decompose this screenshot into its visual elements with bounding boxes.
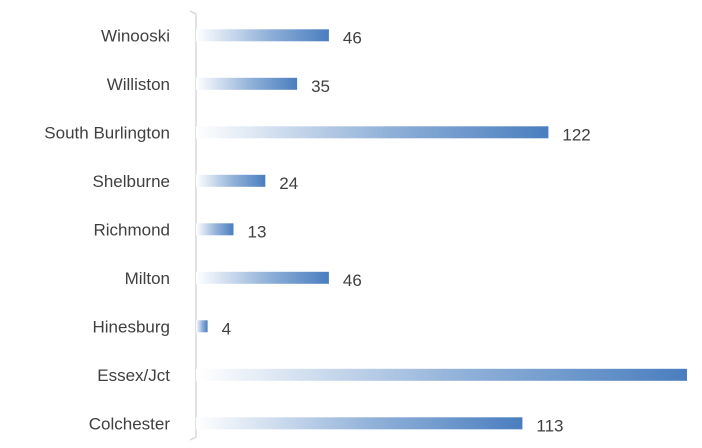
value-label-hinesburg: 4 [222,319,231,338]
value-label-shelburne: 24 [279,174,298,193]
category-axis [189,10,197,441]
value-label-williston: 35 [311,77,330,96]
value-label-richmond: 13 [248,222,267,241]
bar-south-burlington [196,126,549,139]
value-label-milton: 46 [343,271,362,290]
bars-group [196,29,687,430]
category-label-shelburne: Shelburne [92,172,170,191]
bar-shelburne [196,174,266,187]
bar-hinesburg [196,320,208,333]
category-label-essex-jct: Essex/Jct [97,366,170,385]
bar-colchester [196,417,523,430]
value-label-winooski: 46 [343,28,362,47]
bar-richmond [196,223,234,236]
bar-williston [196,77,298,90]
category-label-south-burlington: South Burlington [44,123,170,142]
category-label-milton: Milton [125,269,170,288]
bar-essex-jct [196,368,687,381]
value-label-colchester: 113 [536,416,563,435]
category-label-winooski: Winooski [101,26,170,45]
bar-winooski [196,29,329,42]
category-label-williston: Williston [107,75,170,94]
category-label-hinesburg: Hinesburg [93,317,171,336]
bar-milton [196,271,329,284]
category-labels-group: Winooski Williston South Burlington Shelbur… [44,26,170,433]
category-label-richmond: Richmond [93,220,170,239]
value-label-south-burlington: 122 [562,125,590,144]
category-label-colchester: Colchester [89,414,171,433]
value-labels-group: 463512224134641113 [222,28,702,435]
category-axis-line [189,10,197,441]
